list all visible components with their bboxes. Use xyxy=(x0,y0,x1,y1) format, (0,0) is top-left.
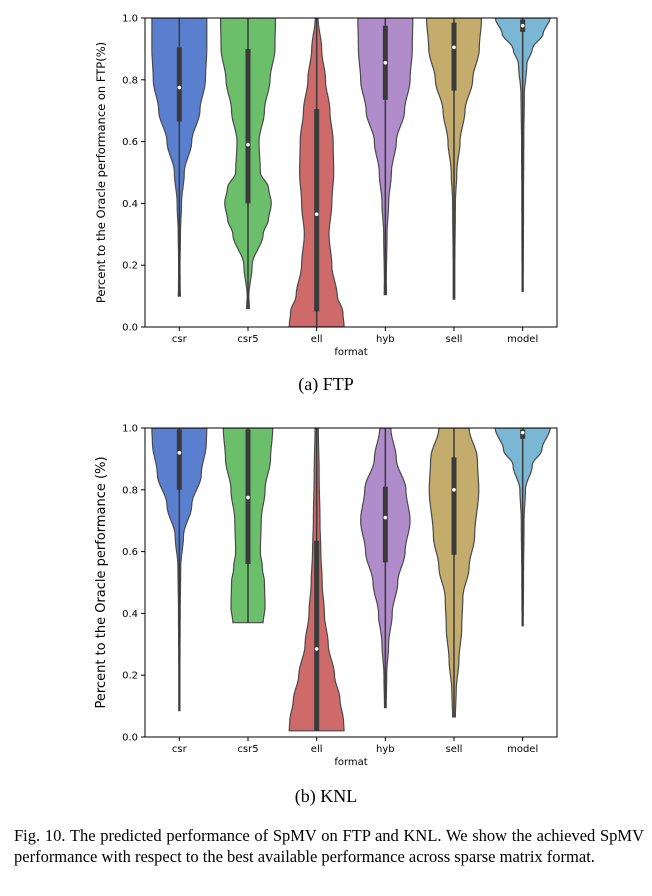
y-tick-label: 1.0 xyxy=(122,424,138,435)
x-tick-label-csr5: csr5 xyxy=(237,744,258,755)
subcaption-ftp: (a) FTP xyxy=(298,374,354,394)
plot-frame xyxy=(144,17,558,328)
x-tick-label-csr: csr xyxy=(172,744,188,755)
x-tick-label-hyb: hyb xyxy=(376,744,395,755)
y-tick-label: 0.6 xyxy=(122,137,138,148)
y-tick-label: 0.8 xyxy=(122,485,138,496)
violin-svg: 0.0 0.2 0.4 0.6 0.8 1.0 csr csr5 ell hyb sell model… xyxy=(94,424,558,768)
violin-median-sell xyxy=(452,488,456,492)
x-tick-label-model: model xyxy=(507,334,538,345)
violin-median-model xyxy=(520,23,525,28)
figure-caption: Fig. 10. The predicted performance of Sp… xyxy=(14,826,644,866)
y-tick-label: 0.2 xyxy=(122,261,138,272)
y-tick-label: 0.4 xyxy=(122,609,138,620)
y-tick-label: 0.4 xyxy=(122,199,138,210)
x-tick-label-csr: csr xyxy=(172,334,188,345)
x-axis-label: format xyxy=(334,347,367,358)
y-tick-label: 0.0 xyxy=(122,323,138,334)
violin-median-csr5 xyxy=(246,495,250,500)
subcaption-knl: (b) KNL xyxy=(294,786,358,806)
y-tick-label: 0.6 xyxy=(122,547,138,558)
y-tick-label: 0.0 xyxy=(122,733,138,744)
y-tick-label: 0.8 xyxy=(122,75,138,86)
violin-median-sell xyxy=(452,45,456,50)
y-axis-label: Percent to the Oracle performance on FTP… xyxy=(94,42,108,303)
violin-chart-knl: 0.0 0.2 0.4 0.6 0.8 1.0 csr csr5 ell hyb sell model… xyxy=(0,410,652,780)
x-tick-label-ell: ell xyxy=(311,744,323,755)
x-tick-label-hyb: hyb xyxy=(376,334,395,345)
y-tick-label: 0.2 xyxy=(122,671,138,682)
plot-frame xyxy=(144,427,558,738)
violin-median-csr xyxy=(177,85,182,90)
violin-chart-ftp: 0.0 0.2 0.4 0.6 0.8 1.0 csr csr5 ell hyb sell model… xyxy=(0,0,652,370)
violin-median-hyb xyxy=(383,61,388,65)
y-axis-label: Percent to the Oracle performance (%) xyxy=(94,456,109,708)
violin-median-csr5 xyxy=(246,142,250,147)
violin-median-ell xyxy=(314,647,319,651)
violin-svg: 0.0 0.2 0.4 0.6 0.8 1.0 csr csr5 ell hyb sell model… xyxy=(94,14,558,358)
violin-median-ell xyxy=(314,212,319,217)
x-axis-label: format xyxy=(334,757,367,768)
x-tick-label-ell: ell xyxy=(311,334,323,345)
violin-median-model xyxy=(520,430,525,435)
x-tick-label-sell: sell xyxy=(446,744,463,755)
violin-median-hyb xyxy=(383,515,388,520)
violin-median-csr xyxy=(177,450,182,455)
x-tick-label-model: model xyxy=(507,744,538,755)
y-tick-label: 1.0 xyxy=(122,14,138,25)
x-tick-label-sell: sell xyxy=(446,334,463,345)
x-tick-label-csr5: csr5 xyxy=(237,334,258,345)
